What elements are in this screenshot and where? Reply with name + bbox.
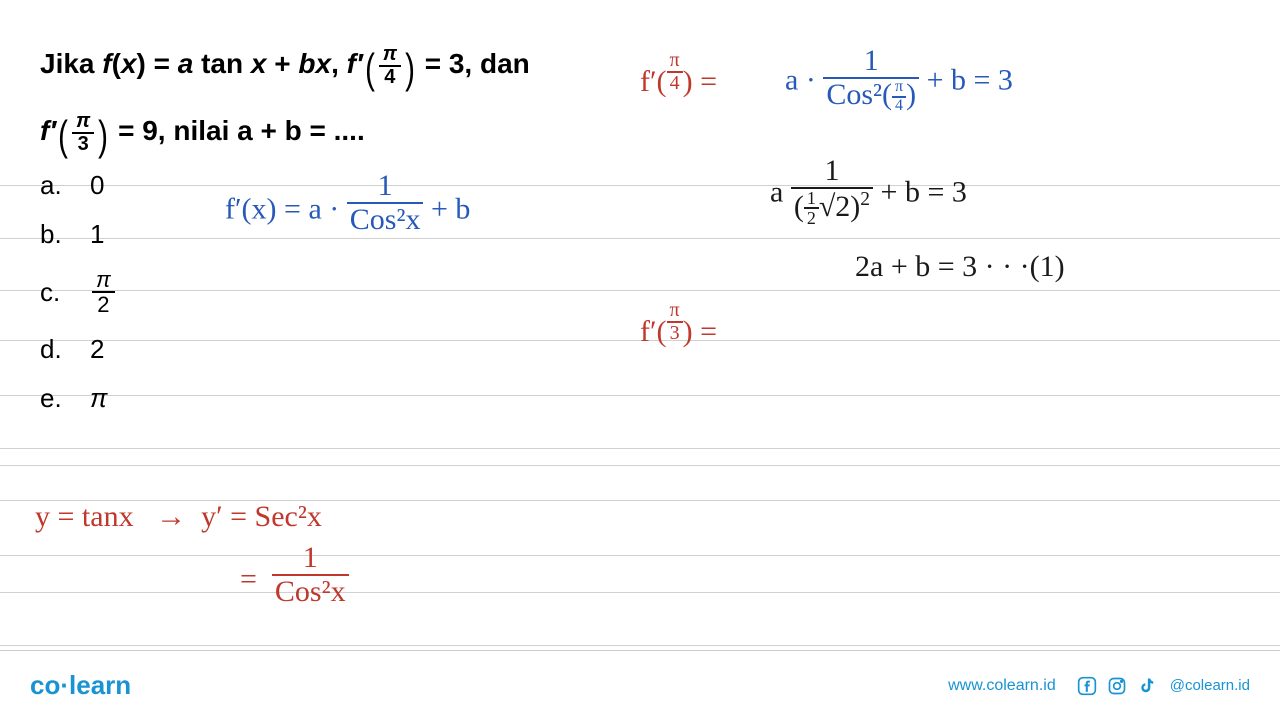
frac-den: 4	[379, 67, 401, 88]
question-suffix: = 3, dan	[417, 48, 530, 79]
text: √2	[819, 189, 850, 222]
handwriting-fprime-pi4-label: f′(π4) =	[640, 50, 717, 99]
frac-num: π	[667, 300, 683, 323]
frac-den: Cos²x	[272, 576, 349, 608]
brand-logo: co·learn	[30, 670, 131, 701]
text: a ·	[785, 64, 816, 97]
frac-num: 1	[804, 189, 819, 210]
text: f′(	[640, 315, 667, 348]
footer-bar: co·learn www.colearn.id @colearn.id	[0, 650, 1280, 720]
frac-num: π	[72, 111, 94, 134]
option-c: c.π2	[40, 268, 117, 316]
frac-num: π	[379, 44, 401, 67]
brand-dot: ·	[60, 670, 69, 700]
text: Cos²	[826, 78, 882, 111]
text: ) =	[683, 315, 717, 348]
question-prefix: Jika	[40, 48, 102, 79]
tiktok-icon[interactable]	[1136, 675, 1158, 697]
text: a	[770, 175, 783, 208]
frac-den: 3	[72, 134, 94, 155]
handwriting-fprime-pi3-label: f′(π3) =	[640, 300, 717, 349]
frac-num: π	[667, 50, 683, 73]
frac-den: 2	[804, 209, 819, 228]
frac-num: π	[892, 79, 906, 98]
social-links: @colearn.id	[1076, 675, 1250, 697]
text: + b = 3	[927, 64, 1013, 97]
frac-den: Cos²x	[347, 204, 424, 236]
handwriting-equation-1: 2a + b = 3 · · ·(1)	[855, 250, 1065, 284]
frac-den: 4	[667, 73, 683, 94]
brand-learn: learn	[69, 670, 131, 700]
option-b: b.1	[40, 219, 117, 250]
text: =	[240, 563, 257, 596]
facebook-icon[interactable]	[1076, 675, 1098, 697]
handwriting-derivative-rule: y = tanx → y′ = Sec²x = 1Cos²x	[35, 500, 349, 607]
text: + b = 3	[881, 175, 967, 208]
text: + b	[431, 193, 470, 226]
handwriting-pi4-expansion: a · 1Cos²(π4) + b = 3	[785, 45, 1013, 114]
question-line2: = 9, nilai a + b = ....	[110, 115, 364, 146]
option-a: a.0	[40, 170, 117, 201]
option-e: e.π	[40, 383, 117, 414]
frac-num: 1	[272, 542, 349, 576]
text: ) =	[683, 65, 717, 98]
frac-num: 1	[791, 155, 873, 189]
exp: 2	[860, 188, 870, 209]
text: y′ = Sec²x	[201, 500, 322, 533]
frac-den: 3	[667, 323, 683, 344]
frac-num: 1	[823, 45, 919, 79]
frac-den: 4	[892, 98, 906, 115]
handwriting-simplify-step: a 1(12√2)2 + b = 3	[770, 155, 967, 228]
instagram-icon[interactable]	[1106, 675, 1128, 697]
text: y = tanx	[35, 500, 134, 533]
question-text: Jika f(x) = a tan x + bx, f′(π4) = 3, da…	[40, 35, 600, 169]
brand-co: co	[30, 670, 60, 700]
text: f′(	[640, 65, 667, 98]
social-handle[interactable]: @colearn.id	[1170, 677, 1250, 694]
option-d: d.2	[40, 334, 117, 365]
arrow-icon: →	[156, 500, 186, 533]
footer-url[interactable]: www.colearn.id	[948, 677, 1056, 695]
text: f′(x) = a ·	[225, 193, 339, 226]
frac-num: 1	[347, 170, 424, 204]
handwriting-fprime-formula: f′(x) = a · 1Cos²x + b	[225, 170, 470, 235]
answer-options: a.0 b.1 c.π2 d.2 e.π	[40, 170, 117, 432]
